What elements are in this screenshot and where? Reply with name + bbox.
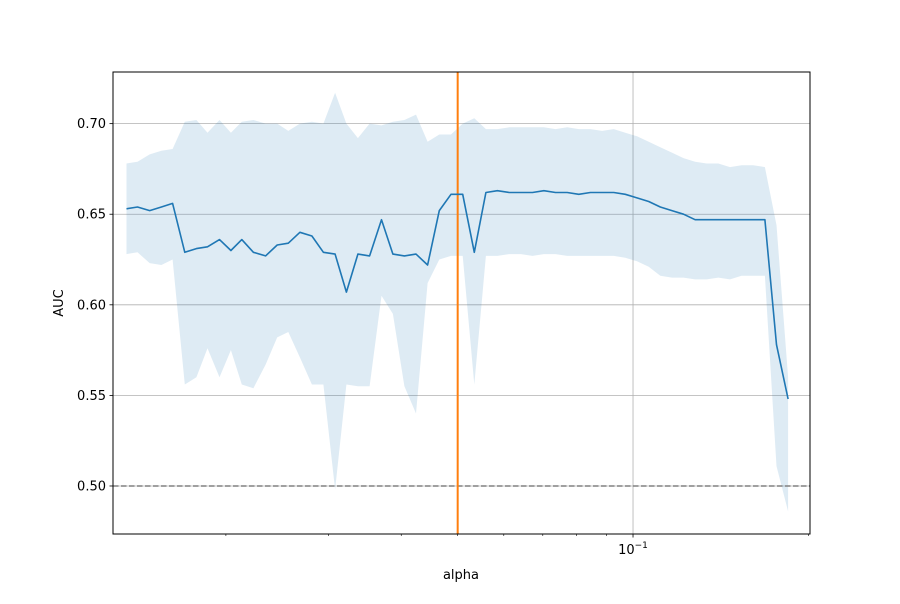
confidence-band-layer <box>126 92 789 512</box>
y-tick-label: 0.50 <box>77 479 106 494</box>
reference-lines-layer <box>113 72 810 534</box>
series-line-layer <box>126 189 789 400</box>
y-tick-label: 0.70 <box>77 117 106 132</box>
y-axis-label: AUC <box>52 289 67 317</box>
x-tick-exponent: −1 <box>635 541 648 551</box>
y-tick-label: 0.65 <box>77 208 106 223</box>
tick-layer: 0.50 0.55 0.60 0.65 0.70 10−1 <box>77 117 809 558</box>
confidence-band <box>126 92 789 512</box>
y-tick-label: 0.60 <box>77 298 106 313</box>
plot-frame <box>112 71 811 535</box>
y-tick-label: 0.55 <box>77 389 106 404</box>
mean-auc-line <box>126 189 789 400</box>
x-axis-label: alpha <box>443 568 479 583</box>
x-tick-label: 10−1 <box>618 541 648 558</box>
